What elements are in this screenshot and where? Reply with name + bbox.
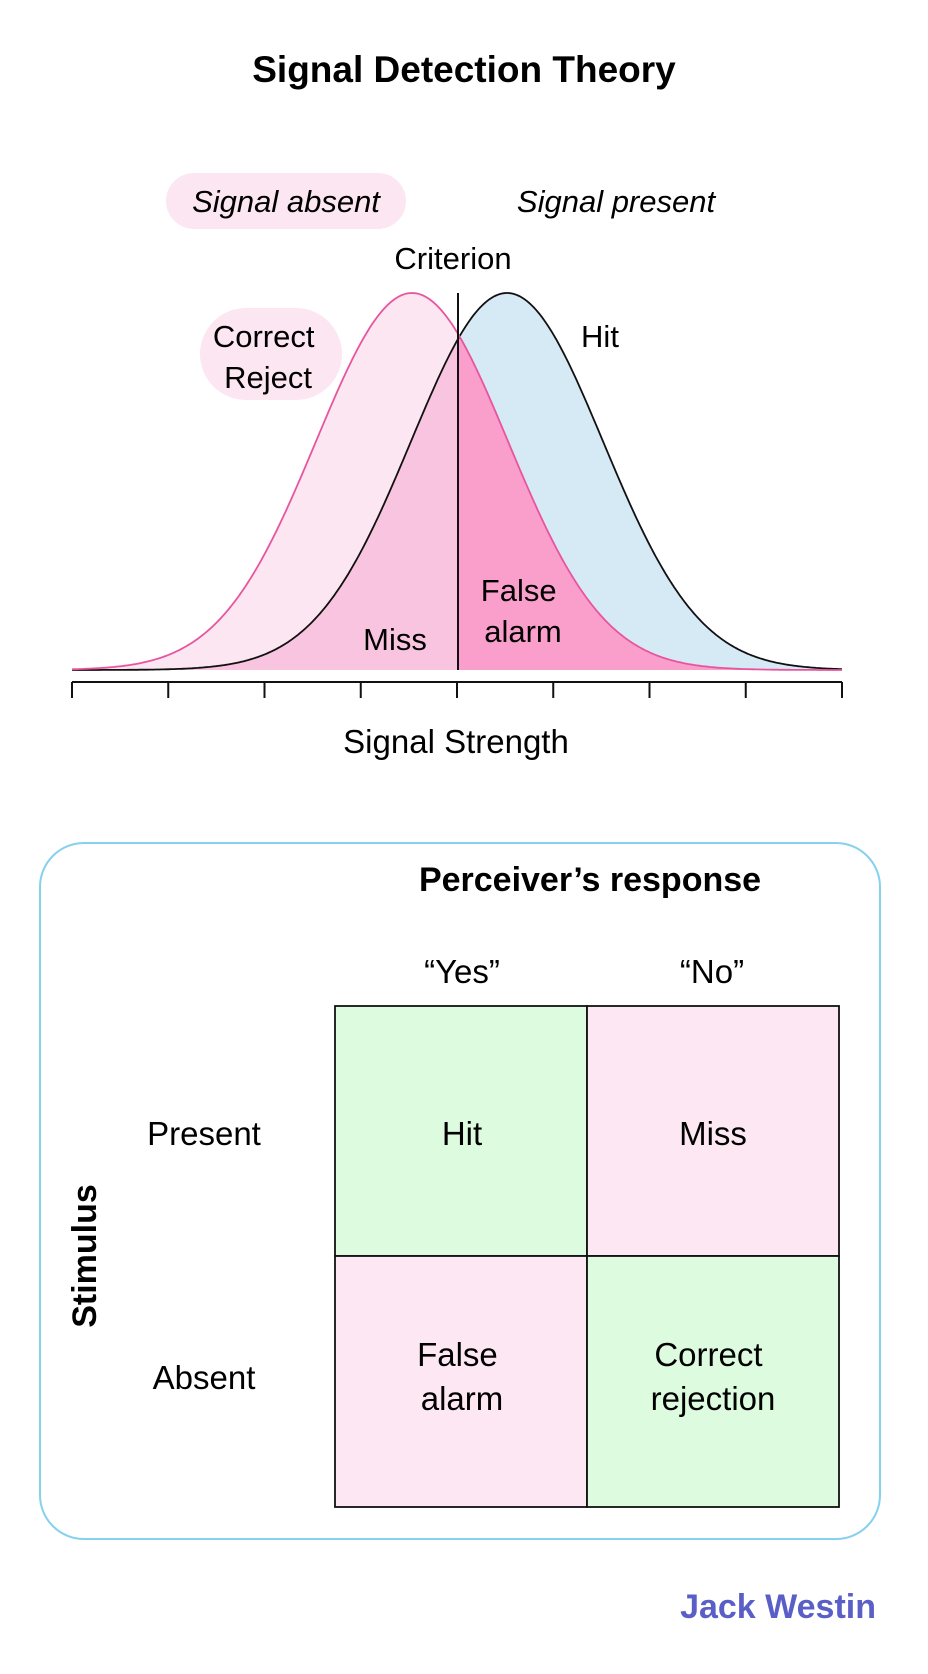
- distribution-chart: Signal absent Signal present Criterion C…: [71, 173, 843, 760]
- x-axis-ticks: [71, 682, 843, 698]
- miss-region: [72, 339, 458, 670]
- column-label-no: “No”: [680, 953, 744, 990]
- cell-correct-rejection: [586, 1255, 840, 1508]
- miss-label: Miss: [363, 622, 427, 657]
- column-header: Perceiver’s response: [419, 861, 761, 899]
- cell-false-alarm-text: False alarm: [417, 1336, 507, 1417]
- column-label-yes: “Yes”: [424, 953, 500, 990]
- criterion-label: Criterion: [394, 241, 511, 276]
- cell-hit: [334, 1005, 588, 1257]
- response-matrix: Perceiver’s response Stimulus “Yes” “No”…: [39, 842, 881, 1540]
- signal-absent-label: Signal absent: [192, 184, 381, 219]
- row-label-absent: Absent: [153, 1359, 256, 1396]
- cell-hit-text: Hit: [442, 1115, 482, 1152]
- false-alarm-label: False alarm: [481, 573, 565, 649]
- cell-false-alarm: [334, 1255, 588, 1508]
- matrix-frame: [39, 842, 881, 1540]
- x-axis-label: Signal Strength: [343, 723, 569, 760]
- signal-absent-pill: [166, 173, 406, 229]
- correct-reject-bubble: [200, 308, 342, 400]
- brand-logo: Jack Westin: [680, 1588, 876, 1626]
- hit-label: Hit: [581, 319, 619, 354]
- cell-miss-text: Miss: [679, 1115, 747, 1152]
- page-title: Signal Detection Theory: [252, 49, 676, 90]
- false-alarm-region: [458, 333, 842, 670]
- cell-correct-rejection-text: Correct rejection: [651, 1336, 776, 1417]
- signal-present-label: Signal present: [517, 184, 717, 219]
- row-label-present: Present: [147, 1115, 261, 1152]
- row-header: Stimulus: [66, 1184, 104, 1328]
- correct-reject-label: Correct Reject: [213, 319, 323, 395]
- cell-miss: [586, 1005, 840, 1257]
